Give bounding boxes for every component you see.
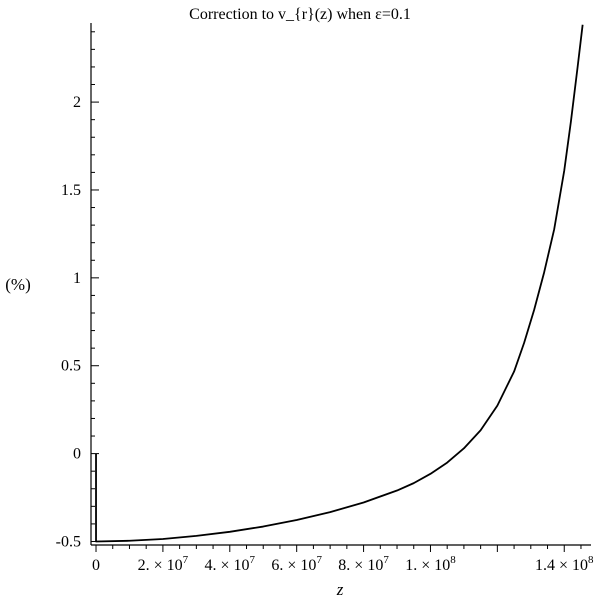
x-tick-label: 6. × 107 [271, 554, 322, 574]
y-tick-label: 1 [73, 270, 81, 287]
series-line [95, 24, 584, 543]
y-tick-labels: -0.5 0 0.5 1 1.5 2 [56, 94, 81, 550]
x-tick-label: 2. × 107 [138, 554, 189, 574]
x-tick-label: 1.4 × 108 [535, 554, 594, 574]
x-tick-label: 8. × 107 [338, 554, 389, 574]
x-tick-label-base: 2. × 10 [138, 557, 183, 574]
x-tick-label-exponent: 8 [588, 554, 594, 566]
x-tick-label-base: 8. × 10 [338, 557, 383, 574]
x-tick-label-base: 6. × 10 [271, 557, 316, 574]
y-tick-label: 2 [73, 94, 81, 111]
y-tick-label: -0.5 [56, 533, 81, 550]
x-tick-label-exponent: 7 [316, 554, 322, 566]
x-tick-label-base: 0 [92, 557, 100, 574]
y-axis-label: (%) [5, 275, 30, 294]
plot-lines [95, 24, 584, 543]
chart-title: Correction to v_{r}(z) when ε=0.1 [189, 6, 411, 23]
x-tick-label: 0 [92, 557, 100, 574]
x-tick-labels: 0 2. × 107 4. × 107 6. × 107 8. × 107 1. × 10… [92, 554, 594, 574]
x-tick-label-exponent: 7 [250, 554, 256, 566]
x-tick-label: 1. × 108 [405, 554, 456, 574]
x-tick-label-base: 1.4 × 10 [535, 557, 588, 574]
x-tick-label-exponent: 8 [450, 554, 456, 566]
x-axis-label: z [336, 580, 344, 599]
y-tick-label: 0.5 [61, 358, 81, 375]
x-tick-label: 4. × 107 [205, 554, 256, 574]
x-tick-label-base: 1. × 10 [405, 557, 450, 574]
axes [90, 23, 591, 546]
y-tick-label: 1.5 [61, 182, 81, 199]
y-tick-label: 0 [73, 446, 81, 463]
axis-ticks [91, 31, 582, 552]
x-tick-label-exponent: 7 [383, 554, 389, 566]
x-tick-label-exponent: 7 [183, 554, 189, 566]
x-tick-label-base: 4. × 10 [205, 557, 250, 574]
